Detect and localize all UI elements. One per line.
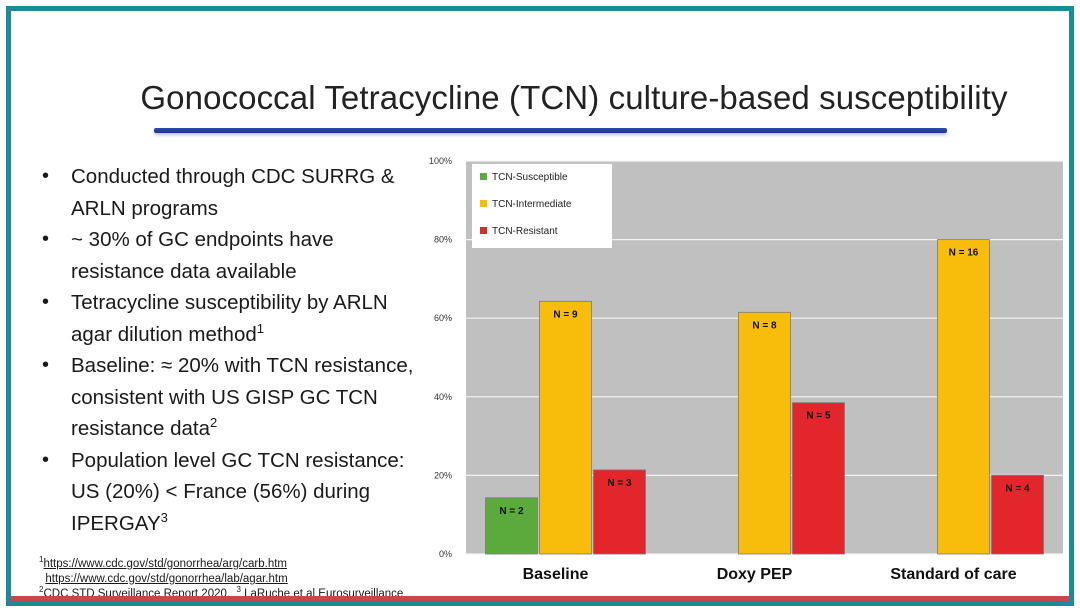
bar-data-label: N = 8	[752, 320, 777, 331]
y-tick-label: 60%	[434, 313, 452, 323]
title-underline	[154, 128, 947, 133]
bar-data-label: N = 3	[607, 478, 632, 489]
x-category-label: Standard of care	[890, 566, 1016, 583]
y-tick-label: 20%	[434, 470, 452, 480]
bullet-dot: •	[42, 354, 50, 376]
bullet-dot: •	[42, 165, 50, 187]
ref-number: 2	[39, 585, 44, 595]
bullet-item: • ~ 30% of GC endpoints have resistance d…	[39, 224, 414, 287]
y-tick-label: 40%	[434, 392, 452, 402]
bullet-dot: •	[42, 291, 50, 313]
bar	[539, 300, 592, 555]
y-tick-label: 0%	[439, 549, 452, 559]
bullet-text: Population level GC TCN resistance: US (…	[71, 448, 405, 535]
bar	[937, 239, 990, 555]
legend-entry: TCN-Susceptible	[492, 172, 568, 183]
bullet-dot: •	[42, 448, 50, 471]
bullet-item: • Conducted through CDC SURRG & ARLN prog…	[39, 161, 414, 224]
legend-entry: TCN-Resistant	[492, 226, 558, 237]
bar-chart: 0% 20% 40% 60% 80% 100% N = 2 N = 9 N = 3 Baselin…	[429, 156, 1063, 583]
y-tick-label: 100%	[429, 156, 452, 166]
legend-swatch	[480, 227, 487, 234]
bullet-dot: •	[42, 228, 50, 250]
reference-link[interactable]: https://www.cdc.gov/std/gonorrhea/arg/ca…	[43, 558, 287, 570]
bar-data-label: N = 2	[499, 506, 524, 517]
bullet-item: • Population level GC TCN resistance: US …	[39, 445, 414, 540]
reference-link[interactable]: https://www.cdc.gov/std/gonorrhea/lab/ag…	[45, 573, 288, 585]
reference-1: 1https://www.cdc.gov/std/gonorrhea/arg/c…	[39, 555, 439, 572]
bullet-text: Baseline: ≈ 20% with TCN resistance, con…	[71, 354, 414, 440]
reference-1b: https://www.cdc.gov/std/gonorrhea/lab/ag…	[39, 572, 439, 587]
footnote-marker: 3	[160, 509, 168, 525]
ref-number: 3	[236, 585, 241, 595]
bullet-item: • Baseline: ≈ 20% with TCN resistance, co…	[39, 350, 414, 445]
bullet-item: • Tetracycline susceptibility by ARLN aga…	[39, 287, 414, 350]
x-category-label: Doxy PEP	[717, 566, 793, 583]
x-category-label: Baseline	[523, 566, 589, 583]
legend-entry: TCN-Intermediate	[492, 199, 572, 210]
ref-number: 1	[39, 555, 44, 565]
footnote-marker: 1	[256, 320, 264, 336]
legend-swatch	[480, 173, 487, 180]
bar	[593, 469, 646, 555]
bar	[738, 311, 791, 555]
bullet-list: • Conducted through CDC SURRG & ARLN prog…	[39, 161, 414, 539]
slide-title: Gonococcal Tetracycline (TCN) culture-ba…	[140, 79, 1008, 116]
y-tick-label: 80%	[434, 235, 452, 245]
footnote-marker: 2	[210, 415, 218, 431]
legend-swatch	[480, 200, 487, 207]
bar-data-label: N = 9	[553, 309, 578, 320]
bullet-text: Conducted through CDC SURRG & ARLN progr…	[71, 165, 395, 220]
bar	[991, 474, 1044, 555]
bar-data-label: N = 16	[949, 248, 979, 259]
bullet-text: Tetracycline susceptibility by ARLN agar…	[71, 291, 388, 346]
bar-data-label: N = 4	[1005, 483, 1030, 494]
slide-frame: Gonococcal Tetracycline (TCN) culture-ba…	[6, 6, 1074, 606]
legend-box	[472, 164, 612, 248]
bar	[485, 497, 538, 555]
bar	[792, 402, 845, 555]
bottom-accent-bar	[11, 596, 1069, 601]
bar-data-label: N = 5	[806, 411, 831, 422]
bullet-text: ~ 30% of GC endpoints have resistance da…	[71, 228, 334, 283]
